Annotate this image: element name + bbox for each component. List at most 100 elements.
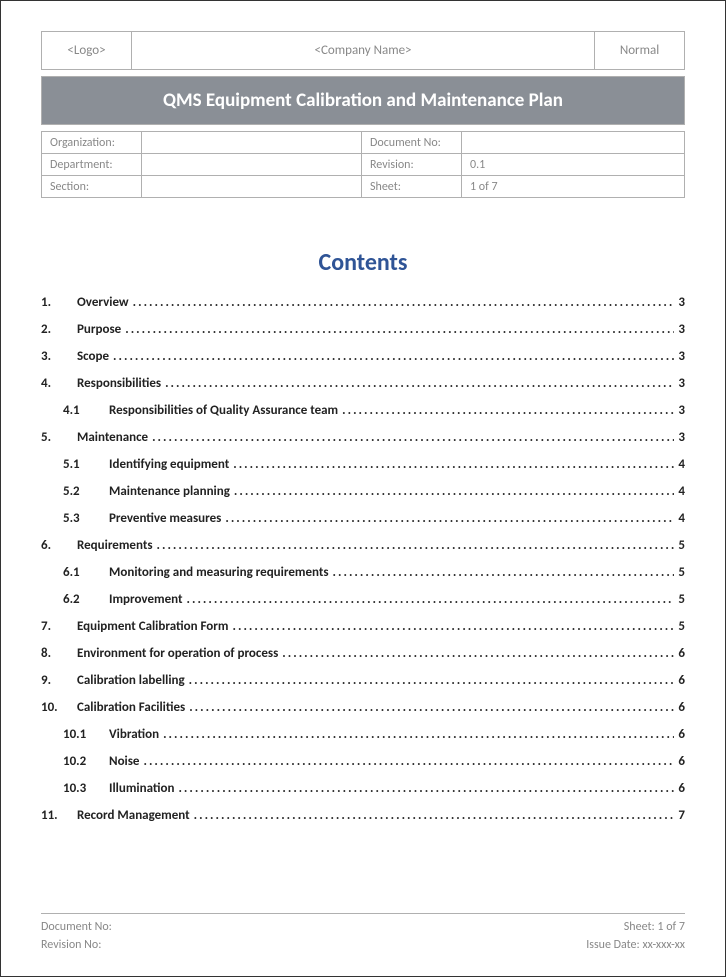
toc-entry[interactable]: 10.3 Illumination 6 — [41, 781, 685, 796]
toc-number: 5.3 — [63, 511, 97, 526]
toc-entry[interactable]: 9.Calibration labelling6 — [41, 673, 685, 688]
toc-entry[interactable]: 3.Scope3 — [41, 349, 685, 364]
toc-number: 6.1 — [63, 565, 97, 580]
toc-page-number: 6 — [678, 781, 685, 796]
toc-page-number: 6 — [678, 700, 685, 715]
toc-number: 4. — [41, 376, 69, 391]
toc-title: Calibration labelling — [77, 673, 185, 688]
toc-page-number: 5 — [678, 592, 685, 607]
toc-page-number: 6 — [678, 646, 685, 661]
document-title-bar: QMS Equipment Calibration and Maintenanc… — [41, 76, 685, 125]
toc-leader-dots — [113, 349, 674, 364]
toc-page-number: 3 — [678, 322, 685, 337]
toc-number: 11. — [41, 808, 69, 823]
toc-title: Vibration — [109, 727, 159, 742]
toc-page-number: 5 — [678, 565, 685, 580]
toc-entry[interactable]: 7.Equipment Calibration Form5 — [41, 619, 685, 634]
toc-leader-dots — [333, 565, 675, 580]
footer-sheet: Sheet: 1 of 7 — [586, 918, 685, 936]
logo-cell: <Logo> — [42, 32, 132, 70]
toc-number: 7. — [41, 619, 69, 634]
toc-entry[interactable]: 10.2 Noise 6 — [41, 754, 685, 769]
toc-entry[interactable]: 5.1 Identifying equipment 4 — [41, 457, 685, 472]
organization-value — [142, 132, 362, 154]
toc-leader-dots — [233, 619, 675, 634]
toc-entry[interactable]: 1.Overview3 — [41, 295, 685, 310]
toc-title: Identifying equipment — [109, 457, 229, 472]
toc-page-number: 3 — [678, 376, 685, 391]
toc-title: Maintenance — [77, 430, 148, 445]
toc-entry[interactable]: 6.1 Monitoring and measuring requirements… — [41, 565, 685, 580]
footer-docno: Document No: — [41, 918, 112, 936]
toc-title: Equipment Calibration Form — [77, 619, 229, 634]
toc-title: Illumination — [109, 781, 174, 796]
revision-value: 0.1 — [462, 154, 685, 176]
toc-title: Responsibilities of Quality Assurance te… — [109, 403, 338, 418]
toc-leader-dots — [165, 376, 674, 391]
toc-page-number: 3 — [678, 295, 685, 310]
toc-title: Maintenance planning — [109, 484, 230, 499]
contents-heading: Contents — [41, 248, 685, 277]
toc-number: 6.2 — [63, 592, 97, 607]
toc-title: Record Management — [77, 808, 190, 823]
toc-entry[interactable]: 10.1Vibration6 — [41, 727, 685, 742]
toc-page-number: 3 — [678, 430, 685, 445]
toc-page-number: 4 — [678, 457, 685, 472]
toc-page-number: 4 — [678, 511, 685, 526]
toc-entry[interactable]: 6.2Improvement5 — [41, 592, 685, 607]
toc-entry[interactable]: 11. Record Management 7 — [41, 808, 685, 823]
toc-entry[interactable]: 4.1 Responsibilities of Quality Assurance… — [41, 403, 685, 418]
toc-number: 5. — [41, 430, 69, 445]
toc-entry[interactable]: 5.2Maintenance planning4 — [41, 484, 685, 499]
department-value — [142, 154, 362, 176]
toc-number: 5.2 — [63, 484, 97, 499]
toc-entry[interactable]: 5.3 Preventive measures 4 — [41, 511, 685, 526]
toc-page-number: 3 — [678, 403, 685, 418]
toc-title: Overview — [77, 295, 129, 310]
toc-title: Monitoring and measuring requirements — [109, 565, 329, 580]
sheet-value: 1 of 7 — [462, 176, 685, 198]
page-footer: Document No: Revision No: Sheet: 1 of 7 … — [41, 913, 685, 954]
toc-number: 8. — [41, 646, 69, 661]
toc-number: 10. — [41, 700, 69, 715]
toc-number: 10.2 — [63, 754, 97, 769]
toc-leader-dots — [125, 322, 674, 337]
toc-entry[interactable]: 8.Environment for operation of process6 — [41, 646, 685, 661]
toc-entry[interactable]: 10.Calibration Facilities6 — [41, 700, 685, 715]
toc-number: 3. — [41, 349, 69, 364]
toc-number: 2. — [41, 322, 69, 337]
toc-number: 5.1 — [63, 457, 97, 472]
toc-leader-dots — [225, 511, 674, 526]
toc-leader-dots — [178, 781, 674, 796]
toc-number: 10.1 — [63, 727, 97, 742]
toc-page-number: 6 — [678, 673, 685, 688]
toc-page-number: 6 — [678, 754, 685, 769]
toc-page-number: 5 — [678, 538, 685, 553]
toc-title: Requirements — [77, 538, 153, 553]
department-label: Department: — [42, 154, 142, 176]
company-name-cell: <Company Name> — [132, 32, 595, 70]
toc-leader-dots — [143, 754, 674, 769]
toc-leader-dots — [133, 295, 675, 310]
toc-leader-dots — [152, 430, 674, 445]
toc-entry[interactable]: 4.Responsibilities3 — [41, 376, 685, 391]
toc-title: Preventive measures — [109, 511, 221, 526]
footer-revno: Revision No: — [41, 936, 112, 954]
toc-entry[interactable]: 2.Purpose3 — [41, 322, 685, 337]
toc-page-number: 7 — [678, 808, 685, 823]
toc-leader-dots — [342, 403, 674, 418]
toc-leader-dots — [282, 646, 674, 661]
toc-number: 4.1 — [63, 403, 97, 418]
organization-label: Organization: — [42, 132, 142, 154]
toc-entry[interactable]: 6.Requirements5 — [41, 538, 685, 553]
toc-entry[interactable]: 5. Maintenance 3 — [41, 430, 685, 445]
revision-label: Revision: — [362, 154, 462, 176]
footer-issue-date: Issue Date: xx-xxx-xx — [586, 936, 685, 954]
toc-leader-dots — [194, 808, 675, 823]
toc-number: 10.3 — [63, 781, 97, 796]
section-value — [142, 176, 362, 198]
table-of-contents: 1.Overview32.Purpose33.Scope34.Responsib… — [41, 295, 685, 823]
section-label: Section: — [42, 176, 142, 198]
docno-label: Document No: — [362, 132, 462, 154]
toc-title: Noise — [109, 754, 139, 769]
